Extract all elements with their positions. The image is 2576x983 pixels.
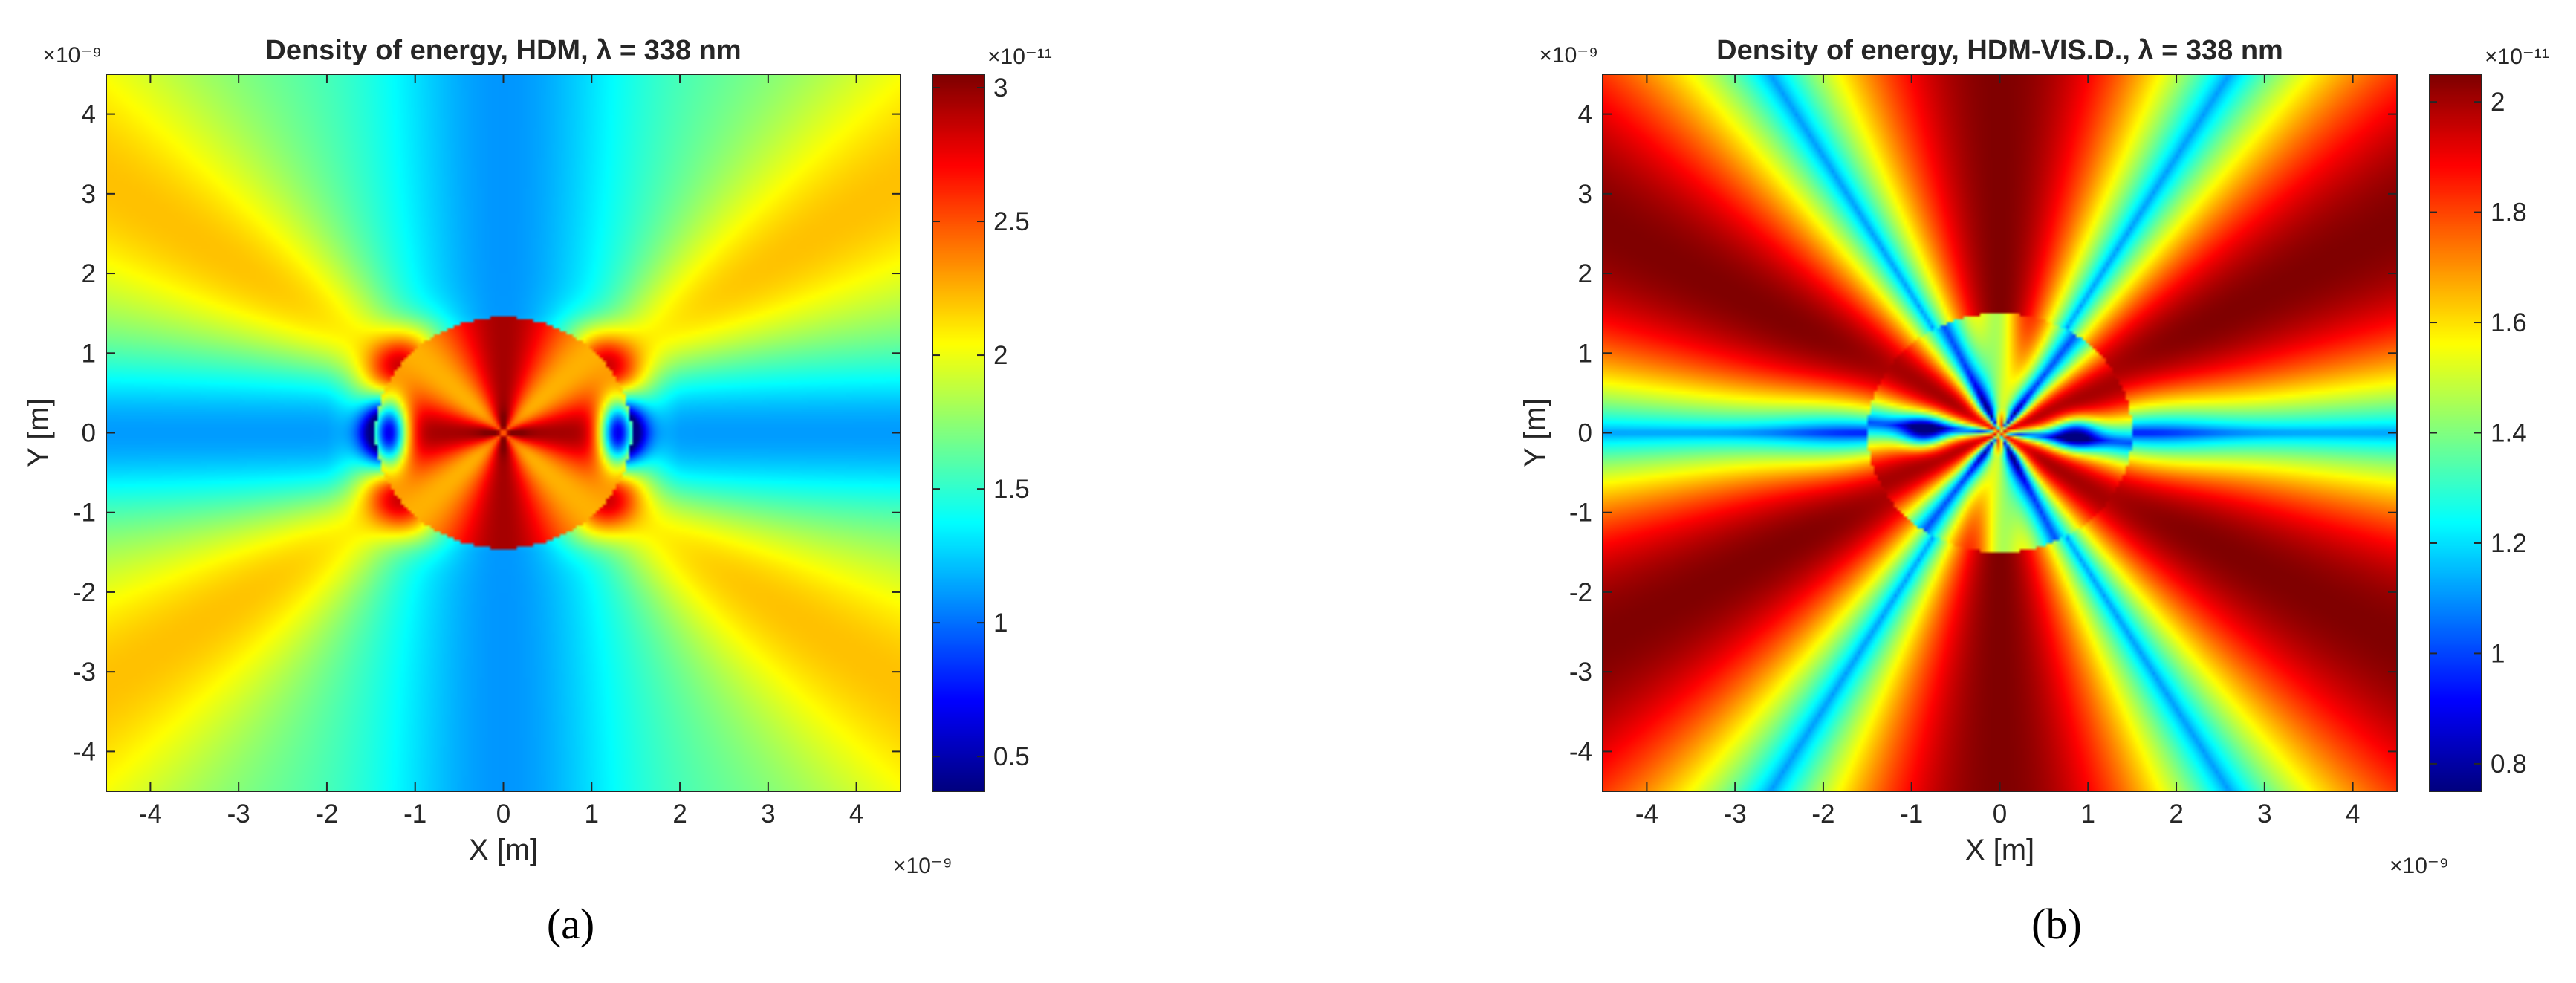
y-tick-label: -4 xyxy=(1569,737,1592,766)
colorbar-tick-label: 0.5 xyxy=(993,742,1030,771)
x-tick-label: -4 xyxy=(1635,799,1658,828)
colorbar-tick-label: 0.8 xyxy=(2491,750,2527,779)
x-tick-label: 0 xyxy=(496,799,510,828)
chart-title: Density of energy, HDM, λ = 338 nm xyxy=(265,35,741,66)
x-axis-multiplier: ×10⁻⁹ xyxy=(2390,854,2449,878)
x-axis-label: X [m] xyxy=(1965,834,2034,866)
heatmap-image xyxy=(1603,74,2397,791)
x-axis-multiplier: ×10⁻⁹ xyxy=(893,854,953,878)
x-tick-label: 0 xyxy=(1993,799,2007,828)
x-tick-label: -1 xyxy=(403,799,426,828)
y-tick-label: -1 xyxy=(73,499,96,528)
y-tick-label: 4 xyxy=(1578,100,1592,129)
y-tick-label: -3 xyxy=(1569,658,1592,687)
colorbar-tick-label: 1 xyxy=(993,609,1008,638)
panel-caption: (a) xyxy=(547,900,594,948)
x-tick-label: 1 xyxy=(2081,799,2095,828)
x-tick-label: 2 xyxy=(672,799,687,828)
colorbar-tick-label: 1 xyxy=(2491,639,2505,668)
colorbar-frame xyxy=(932,74,985,792)
y-axis-multiplier: ×10⁻⁹ xyxy=(1539,43,1598,68)
colorbar-tick-label: 2 xyxy=(2491,88,2505,117)
colorbar-tick-label: 1.2 xyxy=(2491,529,2527,558)
x-axis-label: X [m] xyxy=(469,834,538,866)
y-tick-label: 3 xyxy=(1578,180,1592,209)
heatmap-panel-a: -4 -3 -2 -1 0 1 2 3 4 -4 -3 -2 -1 0 1 2 3 4 Density of ene… xyxy=(22,35,1052,948)
x-tick-label: -3 xyxy=(227,799,250,828)
colorbar-tick-label: 2 xyxy=(993,341,1008,370)
colorbar-multiplier: ×10⁻¹¹ xyxy=(987,45,1052,69)
x-tick-label: -2 xyxy=(1811,799,1834,828)
y-tick-label: -4 xyxy=(73,737,96,766)
colorbar-tick-label: 1.4 xyxy=(2491,419,2527,448)
x-tick-label: -4 xyxy=(139,799,162,828)
colorbar-tick-label: 1.8 xyxy=(2491,198,2527,227)
x-tick-label: 3 xyxy=(761,799,775,828)
y-tick-label: 2 xyxy=(1578,259,1592,288)
x-tick-label: -1 xyxy=(1900,799,1923,828)
colorbar-gradient xyxy=(2430,74,2482,791)
y-tick-label: -3 xyxy=(73,658,96,687)
colorbar-tick-label: 1.5 xyxy=(993,475,1030,504)
y-tick-label: 3 xyxy=(82,180,96,209)
panel-caption: (b) xyxy=(2031,900,2082,948)
y-tick-label: 0 xyxy=(82,419,96,448)
colorbar-tick-label: 2.5 xyxy=(993,207,1030,236)
x-tick-label: 2 xyxy=(2169,799,2183,828)
x-tick-label: 3 xyxy=(2257,799,2271,828)
chart-title: Density of energy, HDM-VIS.D., λ = 338 n… xyxy=(1716,35,2283,66)
y-axis-label: Y [m] xyxy=(22,398,55,467)
colorbar-gradient xyxy=(932,74,984,791)
y-tick-label: -2 xyxy=(73,578,96,607)
y-axis-multiplier: ×10⁻⁹ xyxy=(42,43,102,68)
x-tick-label: -2 xyxy=(315,799,338,828)
colorbar-tick-label: 3 xyxy=(993,74,1008,103)
x-tick-label: 4 xyxy=(2346,799,2360,828)
y-tick-label: 0 xyxy=(1578,419,1592,448)
y-tick-label: 4 xyxy=(82,100,96,129)
heatmap-panel-b: -4 -3 -2 -1 0 1 2 3 4 -4 -3 -2 -1 0 1 2 3 4 Density of ene… xyxy=(1519,35,2549,948)
x-tick-label: 1 xyxy=(585,799,599,828)
colorbar-multiplier: ×10⁻¹¹ xyxy=(2485,45,2549,69)
colorbar-tick-label: 1.6 xyxy=(2491,308,2527,337)
x-tick-label: 4 xyxy=(849,799,863,828)
y-tick-label: -1 xyxy=(1569,499,1592,528)
heatmap-image xyxy=(106,74,901,791)
y-tick-label: 1 xyxy=(1578,339,1592,368)
x-tick-label: -3 xyxy=(1724,799,1747,828)
y-axis-label: Y [m] xyxy=(1519,398,1551,467)
y-tick-label: -2 xyxy=(1569,578,1592,607)
y-tick-label: 1 xyxy=(82,339,96,368)
y-tick-label: 2 xyxy=(82,259,96,288)
